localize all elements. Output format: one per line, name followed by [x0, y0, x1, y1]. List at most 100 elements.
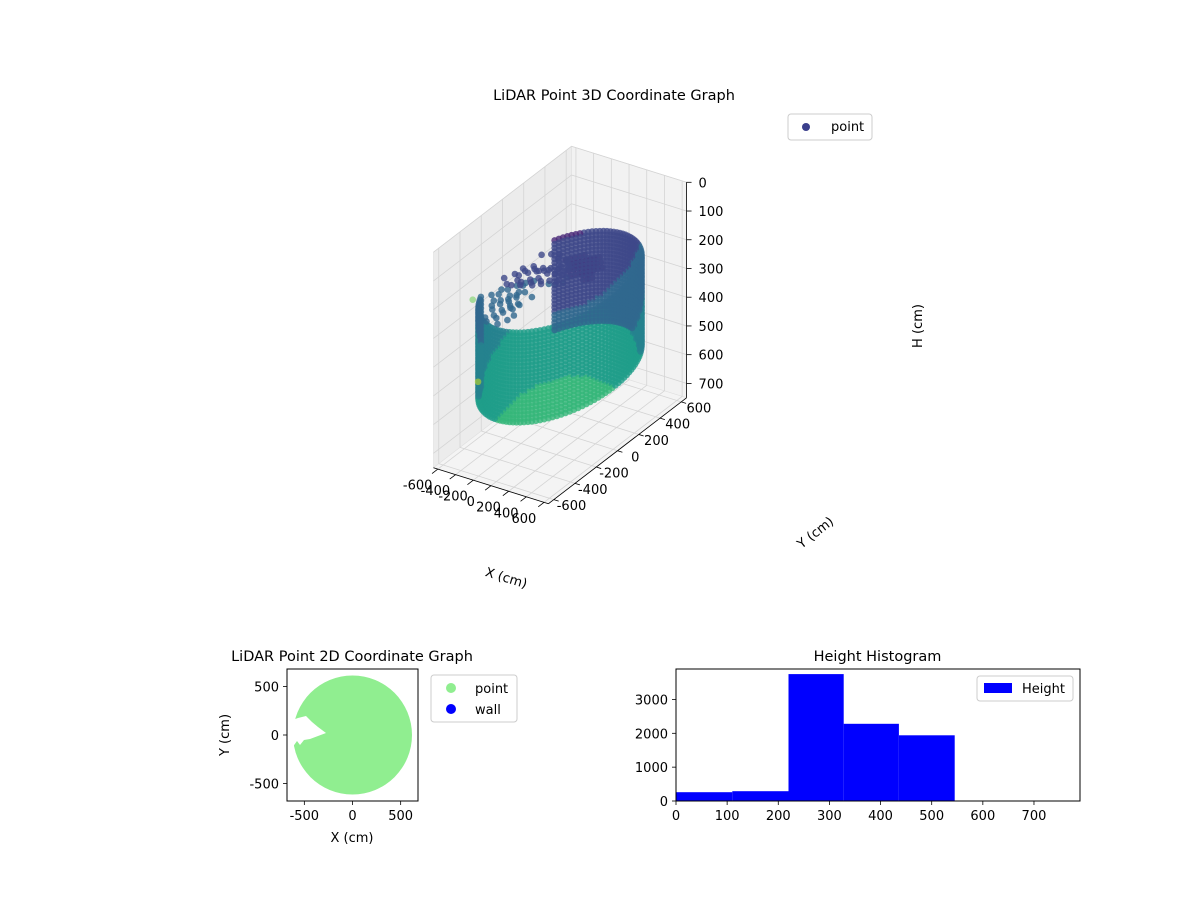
point-3d: [504, 316, 511, 324]
chart-hist-frame: [675, 668, 1081, 802]
tick-label-x: 700: [1022, 809, 1047, 824]
legend-marker-point: [802, 123, 810, 131]
point-3d: [511, 270, 519, 278]
chart-3d-axes: -600-400-2000 200400600-600-400-200020040…: [403, 176, 723, 527]
tick-label-x: 400: [494, 506, 519, 521]
chart-3d-title: LiDAR Point 3D Coordinate Graph: [493, 88, 735, 104]
tick-label-x: 100: [715, 809, 740, 824]
tick-label-y: -400: [578, 483, 608, 498]
point-3d: [494, 320, 501, 328]
legend-marker-point: [446, 683, 456, 693]
chart-hist-ticks: 0 100 200 300 400 500 600 700 0 1000 2000 3000: [635, 693, 1046, 824]
point-3d: [488, 302, 496, 310]
point-3d: [528, 293, 536, 301]
points-disk: [293, 675, 412, 795]
grid-wall-z: [571, 174, 687, 212]
tick-label-x: -500: [290, 809, 320, 824]
legend-label-wall: wall: [475, 703, 501, 718]
grid-wall-z: [571, 203, 687, 241]
chart-hist-title: Height Histogram: [814, 649, 942, 665]
point-3d: [514, 277, 521, 284]
legend-box: [976, 675, 1074, 702]
point-3d: [546, 277, 553, 285]
point-3d-outlier: [469, 296, 477, 303]
grid-wall-z: [433, 232, 572, 339]
tick-x: [449, 474, 456, 480]
tick-y: [681, 401, 687, 404]
tick-label-x: 200: [476, 501, 501, 516]
chart-2d: LiDAR Point 2D Coordinate Graph -500 0 500…: [218, 649, 518, 846]
point-3d: [506, 292, 514, 300]
tick-label-y: -500: [249, 778, 279, 793]
point-3d: [481, 314, 489, 321]
chart-3d-ylabel: Y (cm): [794, 514, 837, 552]
tick-label-y: -200: [599, 467, 629, 482]
point-3d: [537, 277, 545, 285]
legend-label-point: point: [475, 682, 508, 697]
histogram-bar: [843, 723, 899, 801]
tick-label-y: 200: [644, 434, 669, 449]
tick-x: [431, 468, 439, 474]
chart-hist: Height Histogram 0 100 200 300 400 500 600 7000…: [635, 649, 1081, 824]
point-3d: [519, 265, 527, 272]
tick-x: [520, 496, 527, 502]
tick-label-x: -200: [438, 490, 468, 505]
tick-y: [596, 466, 602, 469]
point-3d: [477, 383, 485, 390]
point-3d: [530, 263, 537, 270]
tick-label-z: 200: [699, 234, 724, 249]
tick-y: [574, 482, 581, 486]
legend-label-point: point: [831, 120, 864, 135]
legend-swatch-height: [984, 683, 1012, 693]
tick-label-y: 400: [665, 418, 690, 433]
tick-label-x: 600: [970, 809, 995, 824]
tick-y: [638, 434, 644, 437]
tick-label-y: 0: [271, 729, 279, 744]
point-3d: [490, 297, 498, 305]
legend-box: [787, 113, 873, 141]
chart-hist-bars: [676, 674, 955, 801]
chart-hist-legend: Height: [976, 675, 1074, 702]
chart-2d-title: LiDAR Point 2D Coordinate Graph: [231, 649, 473, 665]
tick-label-x: 300: [817, 809, 842, 824]
chart-2d-legend: point wall: [430, 674, 518, 723]
grid-wall-z: [433, 203, 572, 311]
chart-2d-ticks: -500 0 500 -500 0 500: [249, 680, 413, 824]
tick-y: [617, 450, 623, 453]
point-3d: [521, 288, 529, 296]
point-3d: [564, 322, 571, 330]
tick-label-x: -400: [421, 484, 451, 499]
grid-wall-z: [433, 145, 572, 253]
point-3d-outlier: [474, 378, 482, 386]
grid-floor-x: [526, 390, 665, 498]
point-3d: [488, 291, 495, 299]
point-3d: [500, 274, 508, 282]
tick-label-y: 0: [660, 795, 668, 810]
tick-x: [484, 485, 492, 491]
histogram-bar: [676, 792, 733, 801]
tick-label-x: 400: [868, 809, 893, 824]
point-3d: [498, 306, 506, 314]
point-3d: [517, 281, 524, 289]
chart-2d-plot: [287, 675, 412, 795]
points-gap: [287, 716, 326, 748]
tick-label-z: 700: [699, 377, 724, 392]
grid-floor-x: [543, 396, 683, 503]
tick-label-z: 300: [699, 262, 724, 277]
point-3d: [510, 312, 518, 319]
point-3d: [527, 279, 535, 286]
tick-label-x: 600: [511, 512, 536, 527]
chart-3d-zlabel: H (cm): [911, 304, 926, 348]
tick-label-z: 400: [699, 291, 724, 306]
tick-label-x: 0: [672, 809, 680, 824]
tick-y: [553, 499, 559, 502]
tick-x: [502, 490, 509, 497]
legend-marker-wall: [446, 704, 456, 714]
tick-label-z: 600: [699, 349, 724, 364]
grid-wall-z: [571, 145, 687, 183]
point-3d: [506, 302, 514, 309]
legend-label-height: Height: [1022, 682, 1065, 697]
tick-label-z: 500: [699, 320, 724, 335]
tick-label-x: -600: [403, 479, 433, 494]
tick-label-y: -600: [557, 499, 587, 514]
